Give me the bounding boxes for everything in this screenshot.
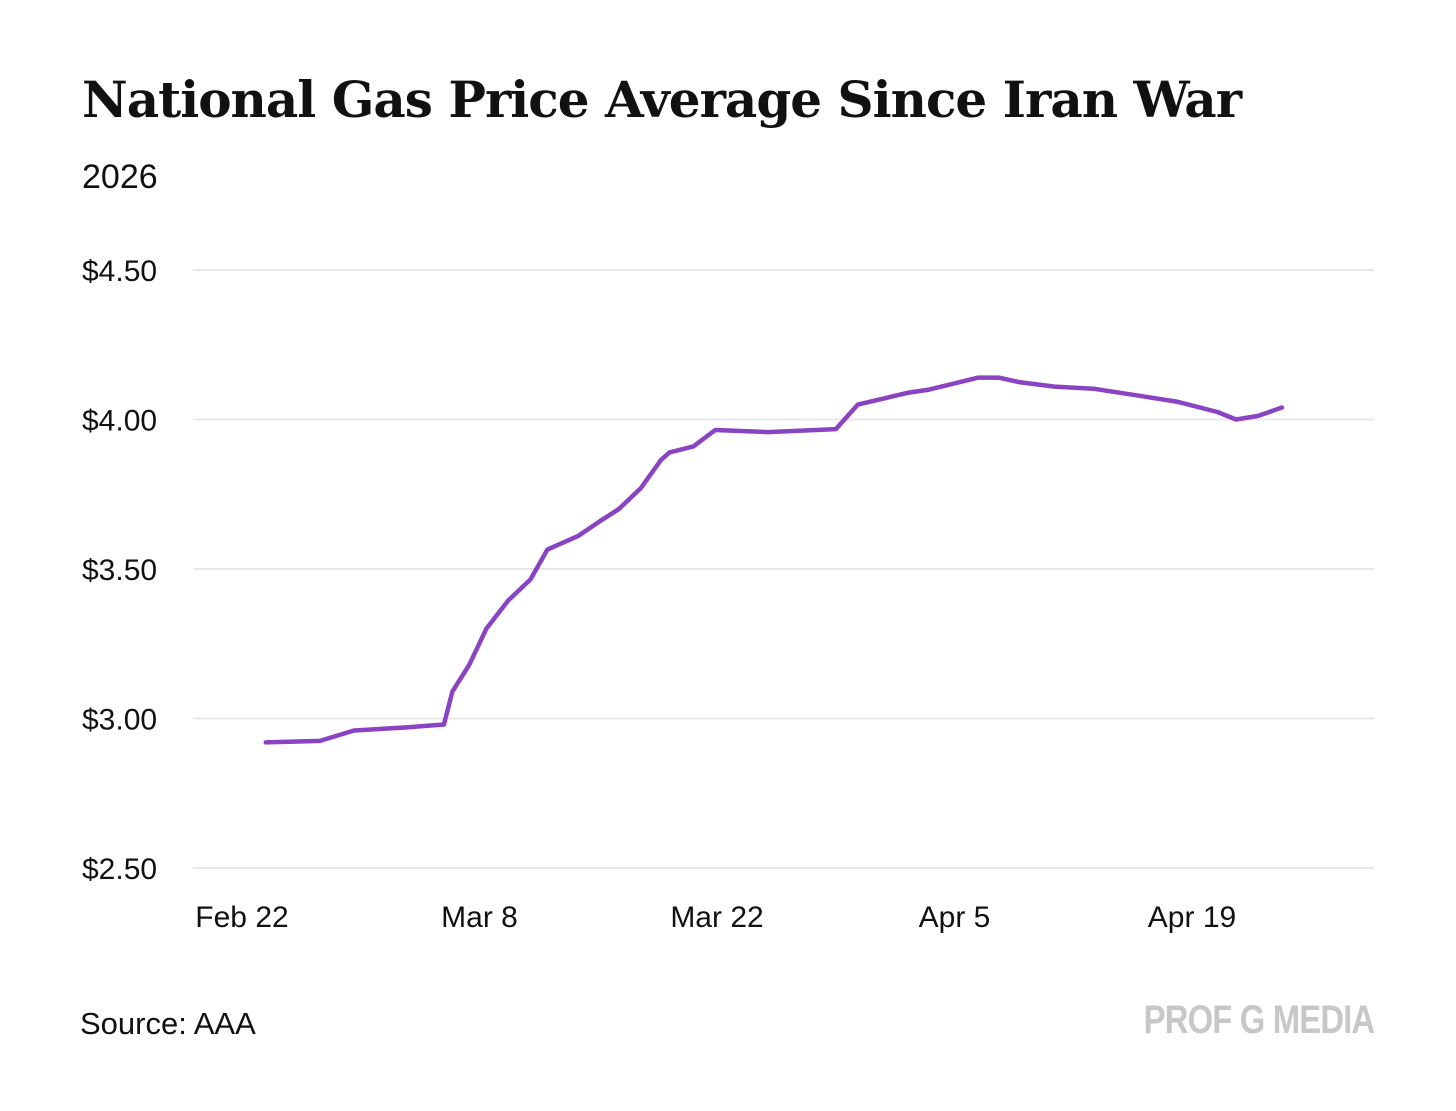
brand-logo: PROF G MEDIA: [1143, 998, 1375, 1042]
series-line: [263, 375, 1285, 745]
x-tick-label: Mar 8: [441, 901, 518, 934]
x-tick-label: Apr 19: [1148, 901, 1236, 934]
source-note: Source: AAA: [80, 1006, 256, 1041]
x-tick-label: Apr 5: [919, 901, 991, 934]
x-tick-label: Mar 22: [670, 901, 763, 934]
y-tick-label: $4.00: [82, 405, 157, 438]
y-tick-label: $2.50: [82, 853, 157, 886]
y-tick-label: $3.00: [82, 704, 157, 737]
x-tick-label: Feb 22: [195, 901, 288, 934]
y-tick-label: $3.50: [82, 554, 157, 587]
chart-title: National Gas Price Average Since Iran Wa…: [82, 70, 1242, 129]
chart-subtitle: 2026: [82, 158, 158, 196]
y-tick-label: $4.50: [82, 255, 157, 288]
